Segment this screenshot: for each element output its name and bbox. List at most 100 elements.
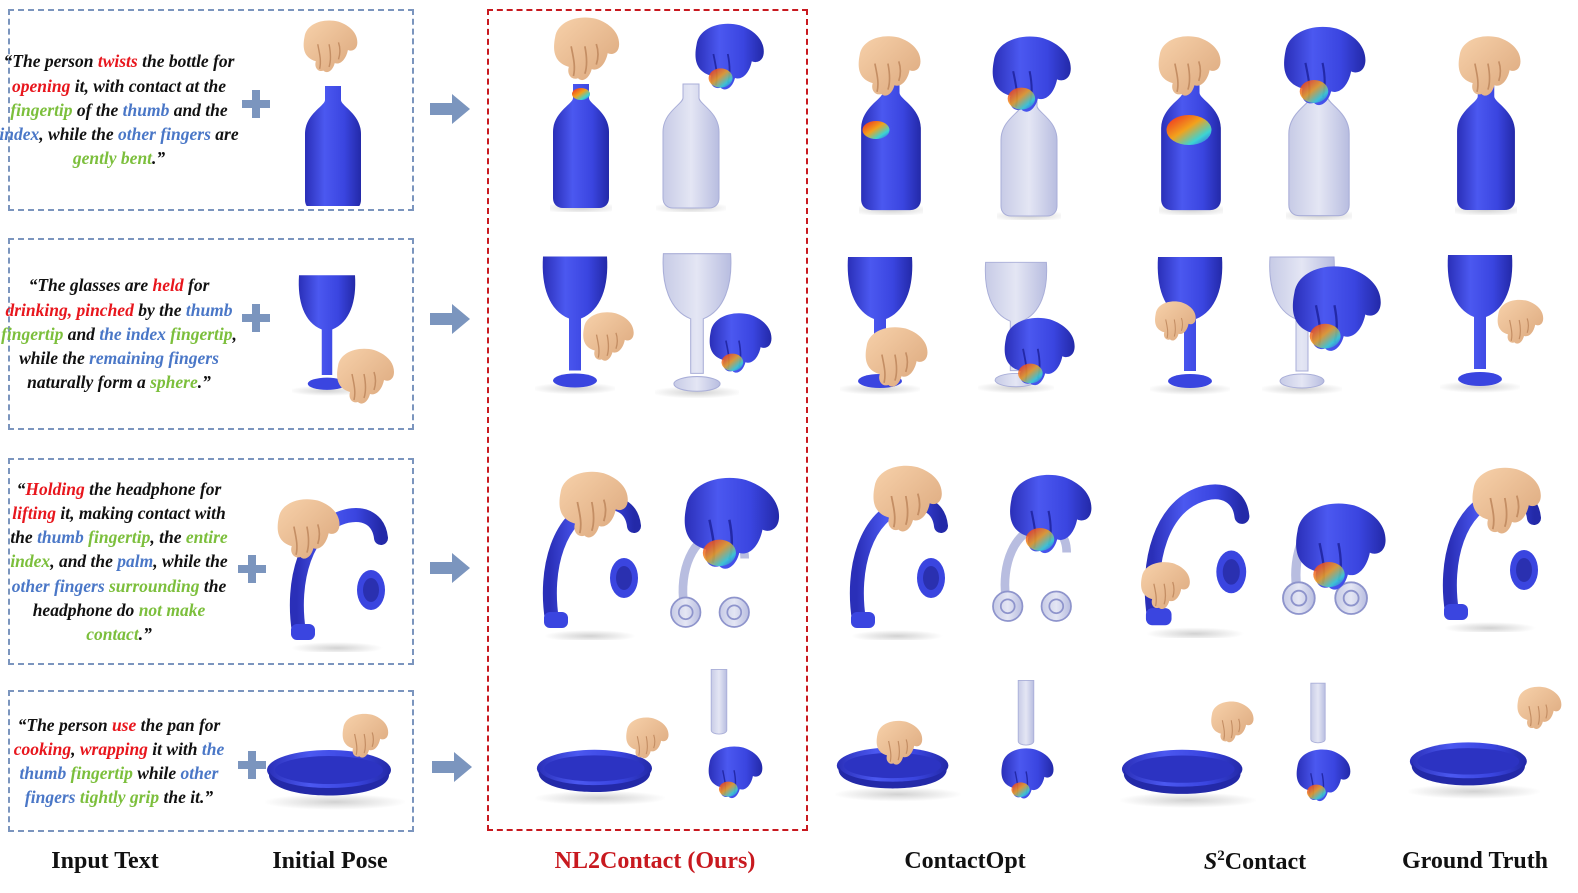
prompt-segment: drinking, pinched: [5, 299, 134, 320]
s2contact-hand-object-row-3: [1135, 478, 1265, 638]
prompt-segment: other fingers: [24, 763, 219, 808]
contactopt-hand-object-row-2: [840, 248, 950, 408]
prompt-segment: .”: [138, 624, 152, 644]
prompt-segment: thumb: [185, 299, 233, 320]
prompt-segment: fingertip: [70, 763, 133, 783]
column-label-contactopt: ContactOpt: [904, 848, 1026, 874]
ground-truth-row-3: [1435, 462, 1555, 632]
prompt-segment: surrounding: [109, 575, 200, 596]
column-label-s2contact: S2Contact: [1203, 848, 1307, 875]
right-arrow-icon: [430, 304, 470, 334]
ours-contact-map-row-3: [655, 470, 795, 640]
prompt-segment: index: [0, 124, 40, 145]
prompt-segment: are: [210, 124, 239, 145]
prompt-segment: , and the: [50, 551, 118, 572]
ours-contact-map-row-2: [655, 248, 805, 408]
s2contact-contact-map-row-4: [1290, 676, 1360, 826]
prompt-segment: for: [183, 275, 210, 296]
prompt-segment: tightly grip: [79, 787, 160, 808]
prompt-segment: wrapping: [79, 738, 148, 759]
prompt-text-row-3: “Holding the headphone for lifting it, m…: [0, 477, 239, 646]
prompt-segment: , while the: [39, 124, 119, 145]
plus-icon: [238, 751, 266, 779]
plus-icon: [238, 555, 266, 583]
initial-pose-row-1: [290, 16, 390, 214]
initial-pose-row-3: [270, 482, 400, 652]
column-label-input-text: Input Text: [51, 848, 159, 874]
prompt-segment: opening: [12, 75, 71, 96]
prompt-segment: thumb: [37, 527, 84, 548]
prompt-segment: gently bent: [72, 148, 153, 169]
contactopt-contact-map-row-2: [978, 250, 1088, 410]
prompt-segment: fingertip: [1, 323, 64, 344]
prompt-segment: “The person: [17, 714, 112, 735]
ours-highlight-box: [487, 9, 808, 831]
prompt-segment: .”: [152, 148, 166, 169]
s2contact-contact-map-row-1: [1268, 20, 1378, 220]
column-label-initial-pose: Initial Pose: [272, 848, 388, 874]
prompt-segment: palm: [117, 551, 154, 572]
prompt-segment: the thumb: [19, 738, 225, 783]
contactopt-contact-map-row-1: [975, 30, 1085, 220]
ours-contact-map-row-1: [650, 12, 800, 212]
prompt-segment: by the: [133, 299, 186, 320]
column-label-ours: NL2Contact (Ours): [554, 848, 756, 874]
s2contact-hand-object-row-2: [1150, 248, 1240, 408]
prompt-segment: not make contact: [86, 599, 206, 644]
prompt-segment: the bottle for: [137, 51, 235, 72]
prompt-segment: Holding: [25, 478, 85, 499]
s2contact-contact-map-row-2: [1262, 248, 1392, 408]
ours-hand-object-row-4: [535, 712, 675, 812]
prompt-segment: lifting: [12, 502, 57, 523]
prompt-segment: the index: [99, 323, 166, 344]
text-box-row-2: “The glasses are held for drinking, pinc…: [1, 238, 414, 430]
prompt-segment: fingertip: [88, 527, 151, 548]
s2contact-hand-object-row-1: [1145, 25, 1235, 215]
contactopt-hand-object-row-3: [845, 460, 955, 640]
initial-pose-row-2: [292, 258, 412, 418]
right-arrow-icon: [432, 752, 472, 782]
prompt-segment: it with: [147, 738, 202, 759]
text-box-row-3: “Holding the headphone for lifting it, m…: [8, 458, 414, 665]
s2contact-hand-object-row-4: [1120, 696, 1260, 816]
prompt-text-row-4: “The person use the pan for cooking, wra…: [0, 713, 239, 810]
prompt-segment: use: [111, 714, 137, 735]
ground-truth-row-4: [1408, 680, 1568, 810]
prompt-segment: and: [63, 323, 100, 344]
initial-pose-row-4: [265, 706, 405, 816]
prompt-segment: fingertip: [10, 99, 73, 120]
contactopt-hand-object-row-1: [845, 25, 935, 215]
prompt-segment: twists: [97, 51, 138, 72]
prompt-segment: and the: [169, 99, 228, 120]
prompt-segment: thumb: [122, 99, 170, 120]
prompt-segment: the it.”: [159, 787, 214, 808]
prompt-segment: “: [16, 478, 26, 499]
ground-truth-row-2: [1440, 246, 1550, 406]
prompt-segment: cooking: [13, 738, 72, 759]
contactopt-hand-object-row-4: [835, 712, 965, 812]
prompt-text-row-2: “The glasses are held for drinking, pinc…: [0, 273, 239, 394]
prompt-segment: , while the: [153, 551, 228, 572]
prompt-segment: it, making contact with the: [10, 502, 226, 548]
contactopt-contact-map-row-3: [980, 468, 1110, 638]
prompt-segment: .”: [197, 372, 211, 393]
prompt-segment: it, with contact at the: [70, 75, 226, 96]
prompt-segment: sphere: [150, 372, 198, 393]
prompt-segment: the pan for: [136, 714, 221, 735]
right-arrow-icon: [430, 553, 470, 583]
prompt-segment: “The glasses are: [28, 275, 153, 296]
s2contact-contact-map-row-3: [1270, 478, 1400, 628]
prompt-segment: the headphone for: [84, 478, 222, 499]
prompt-segment: remaining fingers: [89, 348, 219, 369]
contactopt-contact-map-row-4: [995, 676, 1065, 826]
prompt-segment: , while the: [19, 323, 237, 369]
column-label-ground-truth: Ground Truth: [1401, 848, 1549, 874]
prompt-segment: , the: [150, 527, 186, 548]
ours-hand-object-row-3: [535, 460, 645, 640]
plus-icon: [242, 90, 270, 118]
prompt-text-row-1: “The person twists the bottle for openin…: [0, 49, 239, 170]
text-box-row-4: “The person use the pan for cooking, wra…: [8, 690, 414, 832]
text-box-row-1: “The person twists the bottle for openin…: [0, 9, 414, 211]
ours-contact-map-row-4: [700, 660, 770, 820]
right-arrow-icon: [430, 94, 470, 124]
